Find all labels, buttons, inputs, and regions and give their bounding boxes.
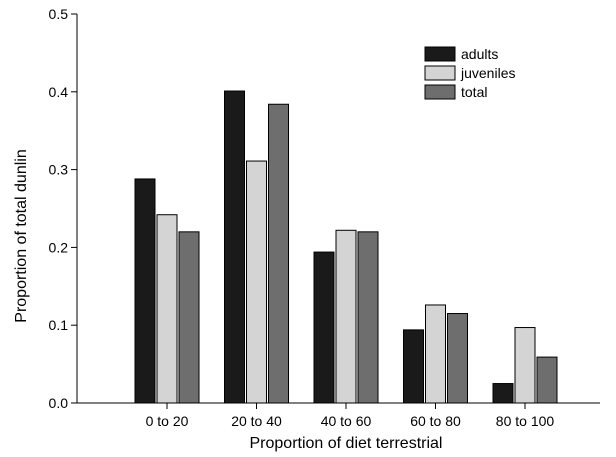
legend-label-total: total (461, 84, 487, 100)
y-axis: 0.0 0.1 0.2 0.3 0.4 0.5 (49, 6, 78, 411)
y-tick-label: 0.2 (49, 239, 69, 255)
bar-adults-2 (313, 251, 335, 404)
y-tick-label: 0.1 (49, 317, 69, 333)
x-tick-label: 60 to 80 (410, 413, 461, 429)
bar-adults-0 (134, 178, 156, 404)
bar-adults-4 (492, 383, 514, 404)
x-tick-label: 20 to 40 (231, 413, 282, 429)
bar-juveniles-0 (156, 214, 178, 404)
bar-adults-1 (224, 90, 245, 404)
y-tick-label: 0.3 (49, 162, 69, 178)
bar-juveniles-3 (425, 304, 446, 404)
bar-total-3 (447, 313, 468, 404)
legend: adults juveniles total (424, 46, 515, 100)
bar-total-0 (178, 231, 200, 404)
x-tick-label: 40 to 60 (321, 413, 372, 429)
x-tick-label: 80 to 100 (496, 413, 555, 429)
y-axis-title: Proportion of total dunlin (13, 149, 30, 322)
bar-juveniles-4 (514, 327, 536, 404)
bar-adults-3 (403, 329, 424, 404)
y-tick-label: 0.0 (49, 395, 69, 411)
y-tick-label: 0.4 (49, 84, 69, 100)
legend-label-juveniles: juveniles (460, 65, 515, 81)
legend-swatch-adults (424, 46, 456, 62)
bar-total-4 (536, 356, 558, 404)
x-axis: 0 to 20 20 to 40 40 to 60 60 to 80 80 to 100 (77, 402, 600, 429)
x-tick-label: 0 to 20 (146, 413, 189, 429)
legend-swatch-total (424, 84, 456, 100)
bar-juveniles-2 (335, 229, 357, 404)
y-tick-label: 0.5 (49, 6, 69, 22)
legend-swatch-juveniles (424, 65, 456, 81)
legend-label-adults: adults (461, 46, 498, 62)
bar-total-2 (357, 231, 379, 404)
bar-total-1 (268, 103, 289, 404)
bars-group (134, 90, 558, 404)
bar-juveniles-1 (246, 160, 267, 404)
x-axis-title: Proportion of diet terrestrial (250, 435, 443, 452)
